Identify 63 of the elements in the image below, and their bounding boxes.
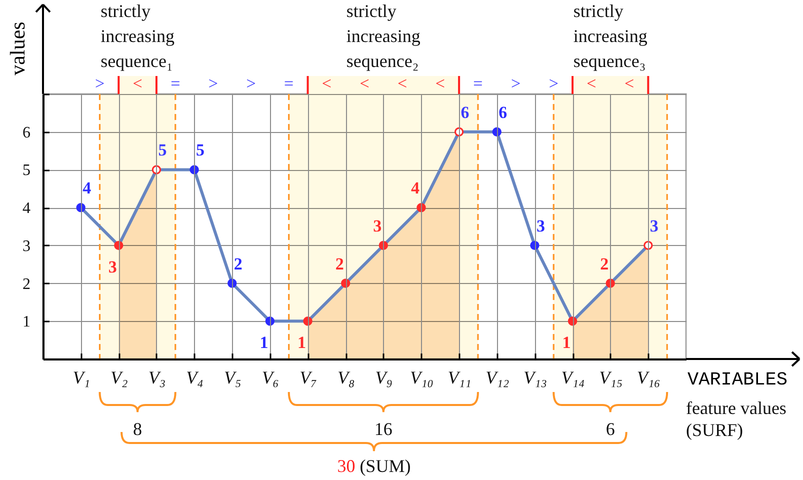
y-tick-label: 2 [22,276,30,293]
text: < [435,74,445,93]
text: 30 (SUM) [337,456,411,476]
text: = [473,74,483,93]
x-tick-label: V₇ [300,368,317,388]
x-tick-label: V₆ [262,368,280,388]
text: < [398,74,408,93]
x-tick-label: V₁₀ [410,368,434,388]
x-tick-label: V₃ [148,368,166,388]
text: < [624,74,634,93]
text: = [284,74,294,93]
data-label: 4 [410,178,420,198]
data-label: 2 [335,254,344,274]
text: < [360,74,370,93]
x-tick-label: V₁₁ [448,368,472,388]
band-label: strictly increasing sequence₁ [100,1,175,71]
band-label: strictly increasing sequence₂ [346,1,420,71]
data-label: 6 [460,102,470,122]
x-tick-label: V₁ [72,368,90,388]
x-tick-label: V₁₆ [636,368,660,388]
data-label: 1 [260,333,268,352]
data-label: 6 [498,102,508,122]
text: 6 [606,419,615,439]
data-label: 5 [196,140,205,160]
data-label: 1 [298,333,306,352]
x-tick-label: V₉ [375,368,393,388]
data-label: 2 [234,254,242,274]
text: > [208,74,218,93]
text: > [510,74,521,93]
x-tick-label: V₁₄ [561,368,585,388]
x-tick-label: V₂ [110,368,128,388]
data-label: 2 [600,254,609,274]
x-tick-label: V₅ [224,368,242,388]
text: 16 [374,419,392,439]
y-tick-label: 5 [22,162,30,180]
y-tick-label: 3 [22,238,30,255]
x-axis-title: VARIABLES [688,370,788,390]
data-label: 5 [158,140,167,160]
x-tick-label: V₁₃ [523,368,547,388]
x-tick-label: V₈ [337,368,355,388]
text: > [548,74,558,93]
text: > [246,74,256,93]
y-tick-label: 1 [22,314,30,331]
text: < [586,74,596,93]
data-label: 3 [650,216,658,236]
text: = [170,74,180,93]
x-tick-label: V₁₂ [486,368,510,388]
data-label: 1 [562,333,571,352]
text: feature values (SURF) [686,398,786,440]
text: < [322,74,332,93]
data-label: 3 [373,216,382,236]
x-tick-label: V₄ [186,368,204,388]
text: 8 [133,419,142,439]
data-label: 3 [108,257,117,276]
text: > [94,74,105,93]
data-label: 4 [82,178,92,198]
text: < [132,74,142,93]
y-tick-label: 6 [22,124,30,142]
band-label: strictly increasing sequence₃ [573,1,648,71]
data-label: 3 [536,216,545,236]
x-tick-label: V₁₅ [599,368,623,388]
y-axis-title: values [6,22,30,76]
y-tick-label: 4 [22,200,30,218]
